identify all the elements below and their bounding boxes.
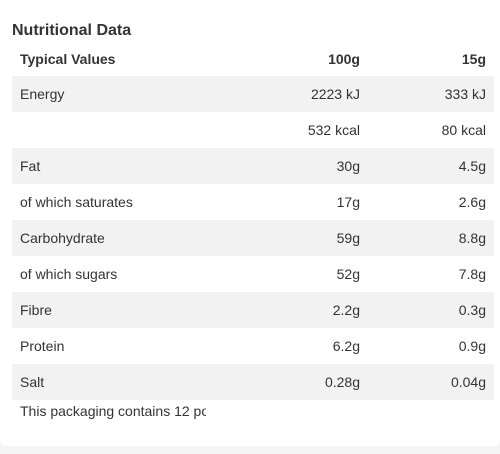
nutrient-label xyxy=(12,112,252,148)
value-per-100g: 2223 kJ xyxy=(310,86,360,102)
nutrient-label: Energy xyxy=(20,86,65,102)
nutrient-label: Protein xyxy=(20,338,65,354)
value-per-15g: 333 kJ xyxy=(444,86,486,102)
nutrient-label: Salt xyxy=(20,374,45,390)
table-row: Carbohydrate 59g 8.8g xyxy=(12,220,494,256)
value-per-100g: 17g xyxy=(336,194,360,210)
nutrient-label: of which saturates xyxy=(20,194,133,210)
table-row: of which sugars 52g 7.8g xyxy=(12,256,494,292)
table-row: Fat 30g 4.5g xyxy=(12,148,494,184)
nutrition-table: Typical Values 100g 15g Energy 2223 kJ 3… xyxy=(12,42,494,400)
value-per-15g: 0.9g xyxy=(458,338,486,354)
table-row: Protein 6.2g 0.9g xyxy=(12,328,494,364)
section-title: Nutritional Data xyxy=(12,22,132,39)
value-per-15g: 2.6g xyxy=(458,194,486,210)
table-row: 532 kcal 80 kcal xyxy=(12,112,494,148)
value-per-15g: 0.3g xyxy=(458,302,486,318)
column-header-100g: 100g xyxy=(328,51,360,67)
value-per-100g: 0.28g xyxy=(324,374,360,390)
value-per-100g: 532 kcal xyxy=(307,122,360,138)
nutrient-label: Carbohydrate xyxy=(20,230,105,246)
table-row: Fibre 2.2g 0.3g xyxy=(12,292,494,328)
value-per-15g: 8.8g xyxy=(458,230,486,246)
value-per-100g: 2.2g xyxy=(332,302,360,318)
value-per-100g: 6.2g xyxy=(332,338,360,354)
table-row: Energy 2223 kJ 333 kJ xyxy=(12,76,494,112)
table-row: of which saturates 17g 2.6g xyxy=(12,184,494,220)
nutrient-label: Fibre xyxy=(20,302,52,318)
nutrient-label: of which sugars xyxy=(20,266,118,282)
column-header-typical-values: Typical Values xyxy=(20,51,116,67)
value-per-15g: 80 kcal xyxy=(441,122,486,138)
column-header-15g: 15g xyxy=(461,51,486,67)
value-per-100g: 30g xyxy=(336,158,360,174)
value-per-15g: 0.04g xyxy=(450,374,486,390)
nutrient-label: Fat xyxy=(20,158,41,174)
packaging-portions-note: This packaging contains 12 portions xyxy=(20,403,206,419)
value-per-15g: 7.8g xyxy=(458,266,486,282)
value-per-15g: 4.5g xyxy=(458,158,486,174)
table-row: Salt 0.28g 0.04g xyxy=(12,364,494,400)
value-per-100g: 52g xyxy=(336,266,360,282)
table-header-row: Typical Values 100g 15g xyxy=(12,42,494,76)
value-per-100g: 59g xyxy=(336,230,360,246)
